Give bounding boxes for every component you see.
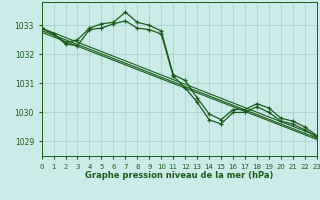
X-axis label: Graphe pression niveau de la mer (hPa): Graphe pression niveau de la mer (hPa): [85, 171, 273, 180]
